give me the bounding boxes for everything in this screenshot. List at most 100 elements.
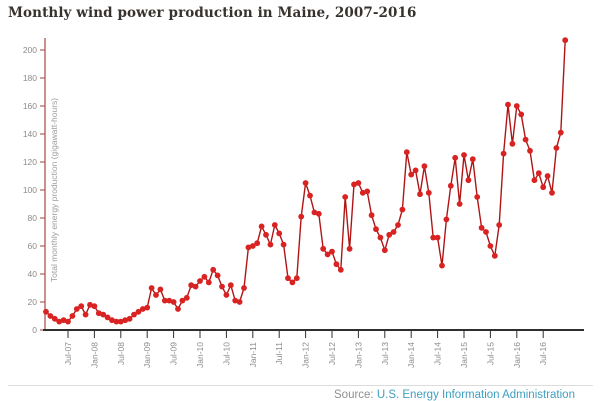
data-point[interactable] [540, 184, 547, 191]
data-point[interactable] [73, 306, 80, 312]
data-point[interactable] [456, 201, 463, 207]
data-point[interactable] [113, 318, 120, 325]
data-point[interactable] [562, 37, 569, 44]
data-point[interactable] [280, 241, 287, 248]
data-point[interactable] [245, 244, 252, 251]
data-point[interactable] [153, 292, 159, 298]
data-point[interactable] [43, 308, 49, 315]
data-point[interactable] [135, 308, 142, 315]
data-point[interactable] [403, 149, 410, 156]
data-point[interactable] [188, 282, 195, 289]
data-point[interactable] [311, 209, 318, 216]
data-point[interactable] [267, 241, 274, 248]
data-point[interactable] [359, 189, 366, 196]
data-point[interactable] [412, 167, 419, 174]
data-point[interactable] [513, 103, 520, 109]
data-point[interactable] [461, 152, 467, 158]
data-point[interactable] [535, 170, 542, 177]
data-point[interactable] [214, 272, 221, 279]
data-point[interactable] [100, 311, 107, 318]
data-point[interactable] [139, 306, 146, 312]
data-point[interactable] [465, 177, 472, 184]
data-point[interactable] [439, 262, 445, 269]
data-point[interactable] [483, 229, 489, 235]
data-point[interactable] [346, 245, 353, 252]
data-point[interactable] [161, 297, 168, 304]
data-point[interactable] [293, 275, 300, 282]
data-point[interactable] [381, 247, 388, 254]
data-point[interactable] [263, 231, 269, 238]
data-point[interactable] [117, 318, 124, 325]
data-point[interactable] [104, 314, 111, 321]
data-point[interactable] [549, 189, 555, 196]
data-point[interactable] [518, 111, 525, 118]
data-point[interactable] [351, 181, 357, 188]
data-point[interactable] [249, 243, 256, 249]
data-point[interactable] [386, 231, 393, 238]
data-point[interactable] [126, 315, 133, 322]
data-point[interactable] [333, 261, 340, 268]
data-point[interactable] [421, 163, 428, 170]
data-point[interactable] [522, 136, 529, 143]
data-point[interactable] [192, 283, 199, 290]
data-point[interactable] [56, 318, 63, 325]
data-point[interactable] [122, 317, 129, 324]
data-point[interactable] [170, 299, 177, 305]
data-point[interactable] [236, 299, 243, 305]
data-point[interactable] [320, 245, 327, 252]
data-point[interactable] [276, 230, 283, 237]
data-point[interactable] [271, 222, 278, 228]
data-point[interactable] [285, 275, 291, 282]
source-link[interactable]: U.S. Energy Information Administration [376, 389, 575, 401]
data-point[interactable] [148, 285, 155, 291]
data-point[interactable] [298, 213, 305, 220]
data-point[interactable] [373, 226, 379, 233]
data-point[interactable] [491, 252, 498, 259]
data-point[interactable] [452, 154, 459, 161]
data-point[interactable] [324, 251, 331, 258]
data-point[interactable] [69, 313, 76, 319]
data-point[interactable] [223, 292, 230, 298]
data-point[interactable] [425, 189, 432, 196]
data-point[interactable] [500, 150, 507, 157]
data-point[interactable] [342, 194, 349, 200]
data-point[interactable] [78, 303, 85, 310]
data-point[interactable] [531, 177, 538, 184]
data-point[interactable] [355, 180, 362, 186]
data-point[interactable] [254, 240, 261, 247]
data-point[interactable] [315, 210, 322, 217]
data-point[interactable] [443, 216, 450, 223]
data-point[interactable] [505, 101, 511, 108]
data-point[interactable] [434, 234, 441, 241]
data-point[interactable] [201, 273, 208, 280]
data-point[interactable] [329, 248, 335, 255]
data-point[interactable] [417, 191, 423, 198]
data-point[interactable] [487, 243, 494, 249]
data-point[interactable] [65, 318, 71, 325]
data-point[interactable] [478, 224, 485, 231]
data-point[interactable] [527, 147, 533, 154]
data-point[interactable] [337, 266, 344, 273]
data-point[interactable] [368, 212, 375, 219]
data-point[interactable] [390, 229, 397, 235]
data-point[interactable] [557, 129, 564, 136]
data-point[interactable] [399, 206, 406, 213]
data-point[interactable] [157, 286, 164, 293]
data-point[interactable] [175, 306, 181, 312]
data-point[interactable] [377, 234, 384, 241]
data-point[interactable] [197, 278, 203, 284]
data-point[interactable] [47, 313, 54, 319]
data-point[interactable] [144, 304, 151, 311]
data-point[interactable] [553, 145, 560, 151]
data-point[interactable] [469, 156, 476, 163]
data-point[interactable] [364, 188, 371, 195]
data-point[interactable] [109, 317, 115, 324]
data-point[interactable] [219, 283, 225, 290]
data-point[interactable] [307, 192, 313, 199]
data-point[interactable] [227, 282, 234, 289]
data-point[interactable] [166, 297, 173, 304]
data-point[interactable] [82, 311, 89, 318]
data-point[interactable] [509, 140, 516, 147]
data-point[interactable] [51, 315, 58, 322]
data-point[interactable] [232, 297, 239, 304]
